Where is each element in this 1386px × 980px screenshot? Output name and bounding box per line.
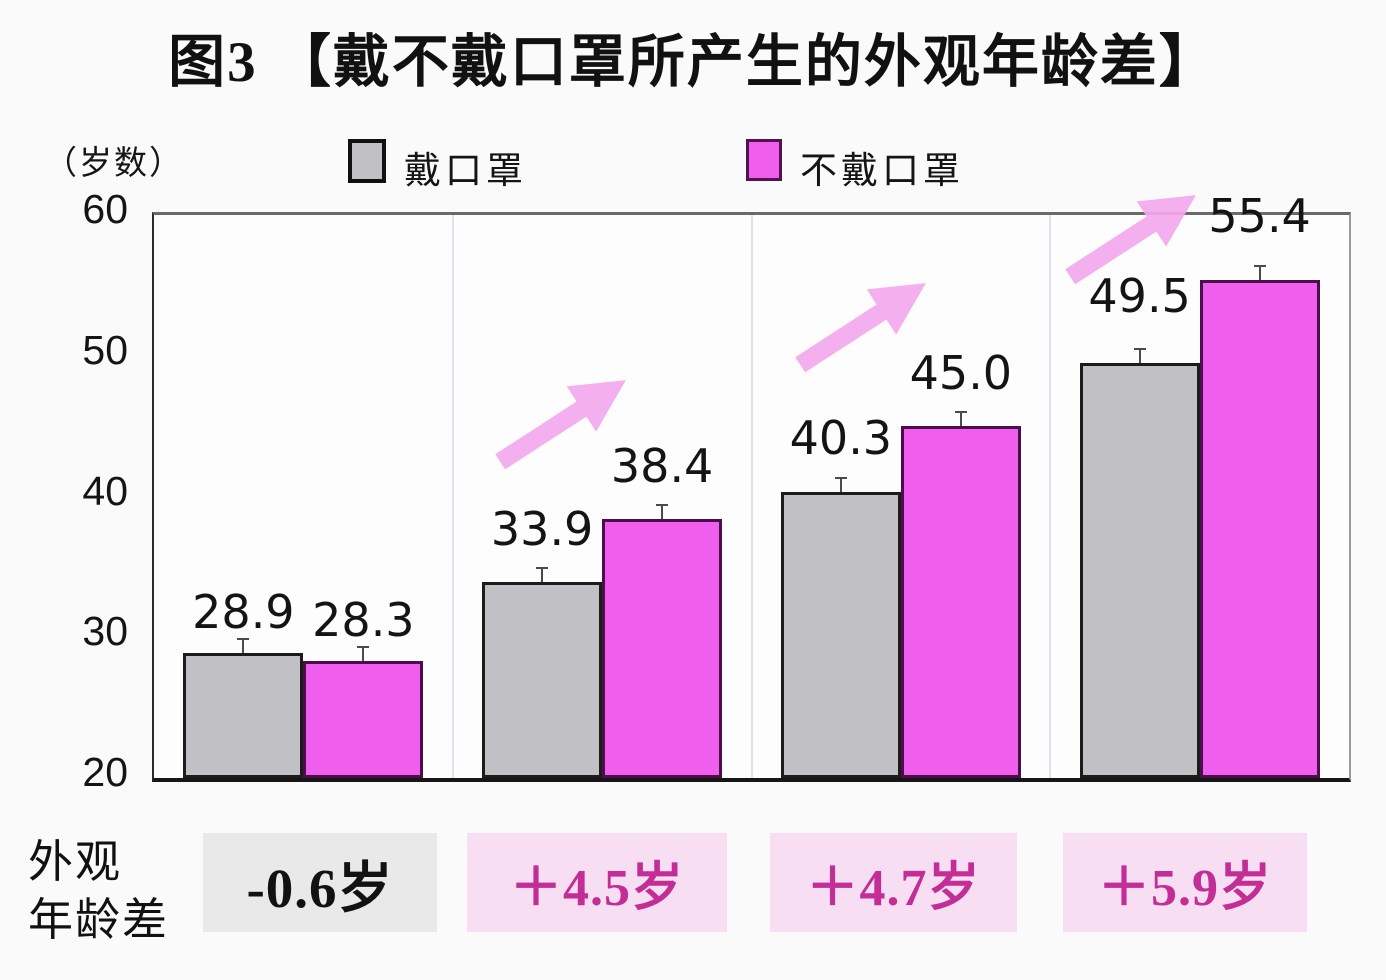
chart-title: 图3 【戴不戴口罩所产生的外观年龄差】 bbox=[168, 31, 1218, 94]
bar-no-mask bbox=[900, 426, 1021, 778]
y-tick-label: 30 bbox=[82, 608, 128, 655]
y-axis-unit-label: （岁数） bbox=[44, 146, 184, 182]
error-bar bbox=[1258, 265, 1261, 280]
error-bar bbox=[541, 568, 544, 583]
difference-row-label: 外观 年龄差 bbox=[28, 834, 169, 949]
bar-value-label: 38.4 bbox=[610, 439, 714, 494]
bar-mask bbox=[482, 582, 603, 778]
y-tick-label: 50 bbox=[82, 326, 128, 373]
increase-arrow-icon bbox=[785, 260, 941, 389]
error-bar bbox=[959, 412, 962, 427]
bar-no-mask bbox=[1199, 279, 1320, 778]
difference-badge: ＋5.9岁 bbox=[1063, 833, 1307, 932]
bar-value-label: 40.3 bbox=[789, 411, 893, 466]
error-bar-cap bbox=[834, 477, 847, 480]
group-separator-line bbox=[451, 215, 454, 778]
error-bar-cap bbox=[656, 504, 669, 507]
error-bar bbox=[839, 478, 842, 493]
error-bar-cap bbox=[237, 637, 250, 640]
difference-badge: ＋4.7岁 bbox=[770, 833, 1017, 932]
bar-value-label: 55.4 bbox=[1208, 188, 1311, 243]
legend-swatch-no-mask bbox=[746, 139, 782, 181]
group-separator-line bbox=[1049, 215, 1052, 778]
y-tick-label: 40 bbox=[82, 467, 128, 514]
error-bar-cap bbox=[954, 411, 967, 414]
difference-row-label-line1: 外观 bbox=[28, 837, 123, 887]
error-bar-cap bbox=[357, 646, 370, 649]
error-bar bbox=[1138, 348, 1141, 363]
y-tick-label: 60 bbox=[82, 186, 128, 232]
error-bar-cap bbox=[1253, 264, 1266, 267]
bar-value-label: 49.5 bbox=[1088, 268, 1191, 323]
legend-label-mask: 戴口罩 bbox=[404, 151, 527, 192]
error-bar-cap bbox=[1133, 347, 1146, 350]
error-bar bbox=[242, 638, 245, 653]
difference-row-label-line2: 年龄差 bbox=[28, 894, 170, 945]
increase-arrow-icon bbox=[1055, 172, 1211, 301]
bar-value-label: 33.9 bbox=[490, 502, 594, 557]
error-bar bbox=[661, 505, 664, 520]
bar-no-mask bbox=[303, 661, 424, 778]
difference-badge: -0.6岁 bbox=[203, 833, 437, 932]
y-tick-label: 20 bbox=[82, 749, 128, 795]
legend-swatch-mask bbox=[348, 139, 386, 183]
error-bar bbox=[362, 647, 365, 662]
bar-mask bbox=[183, 652, 304, 778]
bar-no-mask bbox=[602, 519, 723, 778]
legend-label-no-mask: 不戴口罩 bbox=[800, 151, 964, 192]
bar-value-label: 28.9 bbox=[192, 584, 295, 639]
bar-mask bbox=[1079, 362, 1200, 778]
difference-badge: ＋4.5岁 bbox=[467, 833, 727, 932]
increase-arrow-icon bbox=[485, 357, 641, 486]
bar-value-label: 28.3 bbox=[312, 593, 415, 648]
group-separator-line bbox=[750, 215, 753, 778]
bar-value-label: 45.0 bbox=[909, 346, 1013, 401]
plot-area: 28.9 28.3 33.9 38.4 40.3 45.0 49.5 55.4 bbox=[152, 189, 1351, 782]
bar-mask bbox=[780, 492, 901, 778]
error-bar-cap bbox=[536, 567, 549, 570]
